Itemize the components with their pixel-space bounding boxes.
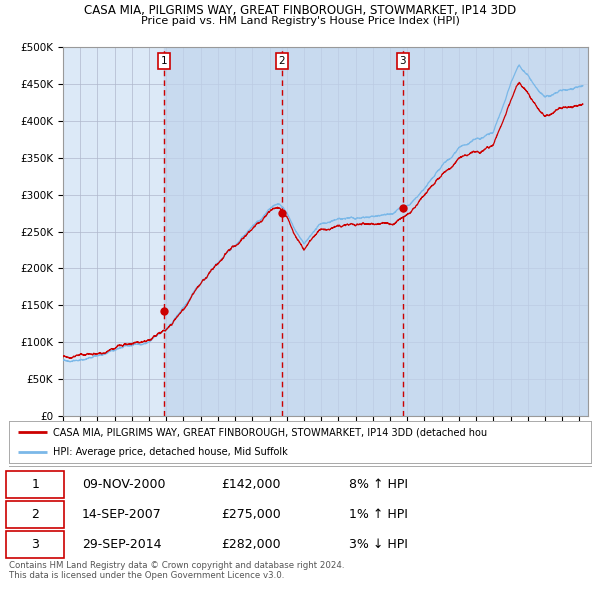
Text: 29-SEP-2014: 29-SEP-2014 [82, 538, 161, 551]
Text: CASA MIA, PILGRIMS WAY, GREAT FINBOROUGH, STOWMARKET, IP14 3DD (detached hou: CASA MIA, PILGRIMS WAY, GREAT FINBOROUGH… [53, 427, 487, 437]
Text: 2: 2 [278, 56, 285, 66]
Text: £142,000: £142,000 [221, 478, 281, 491]
Text: 8% ↑ HPI: 8% ↑ HPI [349, 478, 409, 491]
Text: 3: 3 [31, 538, 39, 551]
Text: £282,000: £282,000 [221, 538, 281, 551]
FancyBboxPatch shape [6, 501, 64, 528]
Text: Contains HM Land Registry data © Crown copyright and database right 2024.
This d: Contains HM Land Registry data © Crown c… [9, 560, 344, 580]
FancyBboxPatch shape [6, 531, 64, 559]
FancyBboxPatch shape [6, 471, 64, 498]
Bar [282, 47, 403, 416]
Text: 09-NOV-2000: 09-NOV-2000 [82, 478, 165, 491]
Text: HPI: Average price, detached house, Mid Suffolk: HPI: Average price, detached house, Mid … [53, 447, 287, 457]
Text: CASA MIA, PILGRIMS WAY, GREAT FINBOROUGH, STOWMARKET, IP14 3DD: CASA MIA, PILGRIMS WAY, GREAT FINBOROUGH… [84, 4, 516, 17]
Text: 3: 3 [400, 56, 406, 66]
Text: 2: 2 [31, 508, 39, 521]
Text: 3% ↓ HPI: 3% ↓ HPI [349, 538, 409, 551]
Bar [164, 47, 282, 416]
Text: £275,000: £275,000 [221, 508, 281, 521]
Text: 1: 1 [161, 56, 167, 66]
Text: 1: 1 [31, 478, 39, 491]
Text: Price paid vs. HM Land Registry's House Price Index (HPI): Price paid vs. HM Land Registry's House … [140, 16, 460, 26]
Text: 14-SEP-2007: 14-SEP-2007 [82, 508, 161, 521]
Text: 1% ↑ HPI: 1% ↑ HPI [349, 508, 409, 521]
Bar [403, 47, 588, 416]
